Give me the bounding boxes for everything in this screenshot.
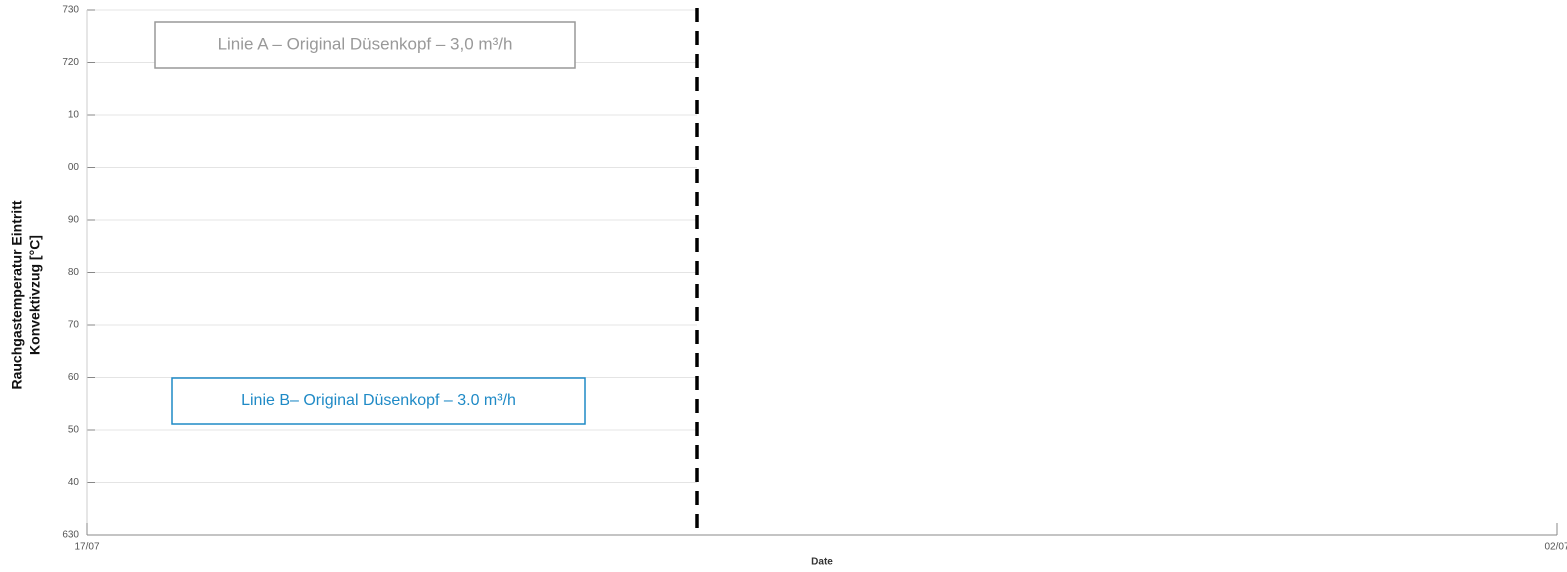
y-tick-label: 60	[68, 372, 80, 383]
y-tick-label: 00	[68, 162, 80, 173]
x-tick-label: 17/07	[74, 542, 99, 553]
legend-box	[171, 377, 586, 425]
y-tick-label: 630	[62, 530, 79, 541]
y-tick-label: 80	[68, 267, 80, 278]
legend-label: Linie A – Original Düsenkopf – 3,0 m³/h	[218, 34, 513, 53]
y-tick-label: 70	[68, 320, 80, 331]
legend-item: Linie A – Original Düsenkopf – 3,0 m³/h	[154, 21, 576, 69]
x-axis-title: Date	[811, 557, 833, 568]
y-tick-label: 10	[68, 110, 80, 121]
x-tick-label: 02/07	[1544, 542, 1567, 553]
y-tick-label: 50	[68, 425, 80, 436]
y-tick-label: 720	[62, 57, 79, 68]
legend-item: Linie B– Original Düsenkopf – 3.0 m³/h	[171, 377, 586, 425]
legend-label: Linie B– Original Düsenkopf – 3.0 m³/h	[241, 392, 516, 409]
y-tick-label: 90	[68, 215, 80, 226]
y-axis-title: Konvektivzug [°C]	[27, 235, 43, 355]
legend-box	[154, 21, 576, 69]
y-tick-label: 40	[68, 477, 80, 488]
y-axis-title: Rauchgastemperatur Eintritt	[9, 200, 25, 389]
y-tick-label: 730	[62, 5, 79, 16]
